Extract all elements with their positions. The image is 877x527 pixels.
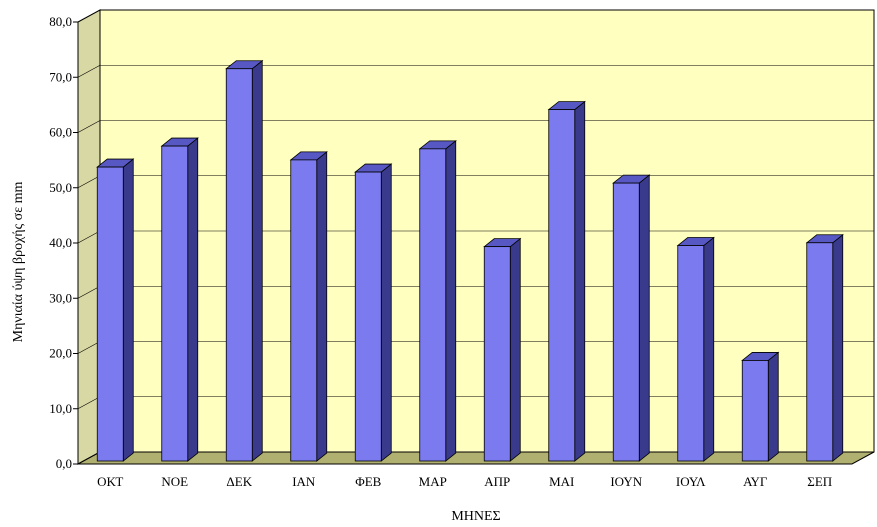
bar	[805, 233, 844, 462]
bar	[225, 59, 264, 462]
bar-side	[316, 151, 328, 462]
bar	[289, 151, 328, 462]
bar-side	[832, 233, 844, 462]
gridline-side	[77, 120, 101, 133]
x-axis-title: ΜΗΝΕΣ	[451, 509, 500, 524]
bar	[612, 174, 651, 462]
bar	[741, 351, 780, 462]
bar	[354, 163, 393, 462]
bar-side	[122, 158, 134, 462]
bar-side	[767, 351, 779, 462]
y-tick-label: 50,0	[49, 180, 72, 195]
y-tick-label: 60,0	[49, 125, 72, 140]
bar-front	[354, 171, 382, 462]
x-tick-label: ΑΠΡ	[484, 474, 510, 489]
bar-front	[290, 159, 318, 462]
bar-front	[677, 245, 705, 462]
y-axis: 0,0 10,0 20,0 30,0 40,0 50,0 60,0 70,0 80,0	[49, 14, 79, 471]
bar	[547, 100, 586, 462]
y-tick-label: 10,0	[49, 401, 72, 416]
bar-side	[380, 163, 392, 462]
bar	[418, 140, 457, 462]
x-tick-label: ΙΟΥΝ	[610, 474, 642, 489]
bars	[96, 59, 844, 462]
gridline-side	[77, 396, 101, 410]
gridline-side	[77, 285, 101, 299]
x-tick-label: ΙΑΝ	[292, 474, 316, 489]
y-tick-label: 70,0	[49, 69, 72, 84]
y-axis-title: Μηνιαία ύψη βροχής σε mm	[11, 182, 26, 343]
x-tick-label: ΣΕΠ	[807, 474, 832, 489]
bar-front	[806, 242, 834, 462]
bar-front	[161, 145, 189, 462]
bar-side	[509, 237, 521, 462]
bar-front	[225, 68, 253, 462]
y-tick-label: 80,0	[49, 14, 72, 29]
bar-front	[548, 109, 576, 462]
bar-front	[419, 148, 447, 462]
x-tick-label: ΑΥΓ	[743, 474, 768, 489]
bar-side	[574, 100, 586, 462]
bar	[96, 158, 135, 462]
x-tick-label: ΟΚΤ	[97, 474, 123, 489]
bar-front	[96, 166, 124, 462]
bar-front	[483, 246, 511, 462]
bar-side	[445, 140, 457, 462]
gridline-side	[77, 64, 101, 78]
x-tick-label: ΝΟΕ	[161, 474, 188, 489]
bar	[483, 237, 522, 462]
bar-front	[612, 182, 640, 462]
y-tick-label: 40,0	[49, 235, 72, 250]
x-tick-label: ΔΕΚ	[226, 474, 252, 489]
x-tick-label: ΜΑΡ	[419, 474, 447, 489]
gridline-side	[77, 230, 101, 244]
bar-side	[638, 174, 650, 462]
bar-side	[187, 137, 199, 462]
y-tick-label: 30,0	[49, 290, 72, 305]
x-tick-label: ΦΕΒ	[355, 474, 381, 489]
bar-side	[251, 59, 263, 462]
bar	[160, 137, 199, 462]
gridline-side	[77, 175, 101, 189]
x-tick-label: ΙΟΥΛ	[676, 474, 706, 489]
gridline-side	[77, 341, 101, 354]
x-tick-label: ΜΑΙ	[549, 474, 574, 489]
y-tick-label: 20,0	[49, 346, 72, 361]
y-tick-label: 0,0	[56, 456, 72, 471]
x-axis: ΟΚΤ ΝΟΕ ΔΕΚ ΙΑΝ ΦΕΒ ΜΑΡ ΑΠΡ ΜΑΙ ΙΟΥΝ ΙΟΥΛ ΑΥΓ ΣΕΠ	[78, 463, 852, 489]
bar	[676, 236, 715, 462]
bar-front	[741, 360, 769, 462]
bar-side	[703, 236, 715, 462]
